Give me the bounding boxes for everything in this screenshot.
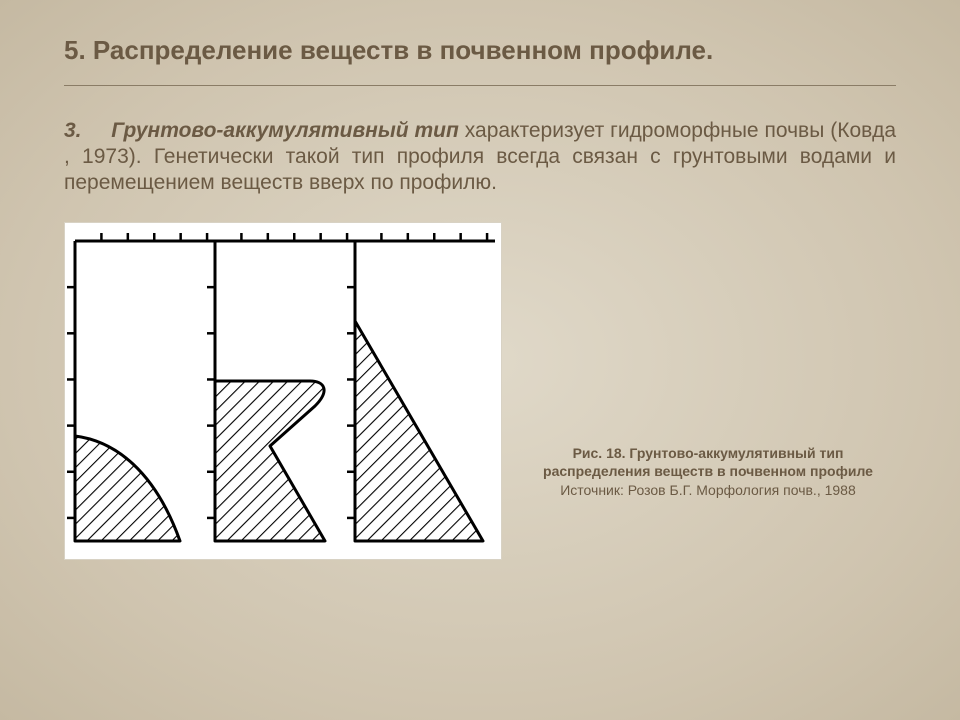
- slide: 5. Распределение веществ в почвенном про…: [0, 0, 960, 720]
- caption-source: Источник: Розов Б.Г. Морфология почв., 1…: [520, 481, 896, 500]
- profile-diagram: [65, 223, 503, 561]
- slide-title: 5. Распределение веществ в почвенном про…: [64, 34, 896, 67]
- lead-number: 3.: [64, 119, 82, 142]
- figure-caption: Рис. 18. Грунтово-аккумулятивный тип рас…: [520, 444, 896, 561]
- figure-panel: [64, 222, 502, 560]
- lead-term: Грунтово-аккумулятивный тип: [111, 119, 459, 142]
- figure-row: Рис. 18. Грунтово-аккумулятивный тип рас…: [64, 222, 896, 560]
- body-paragraph: 3. Грунтово-аккумулятивный тип характери…: [64, 118, 896, 197]
- title-divider: [64, 85, 896, 86]
- caption-title: Рис. 18. Грунтово-аккумулятивный тип рас…: [520, 444, 896, 482]
